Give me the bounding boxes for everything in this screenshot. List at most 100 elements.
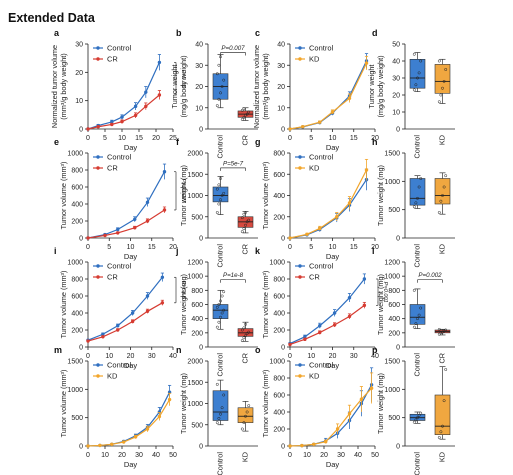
data-point — [120, 119, 124, 124]
data-point — [442, 399, 446, 403]
data-point — [215, 211, 219, 214]
series-line — [289, 278, 365, 345]
series-line — [87, 399, 171, 447]
data-point — [110, 120, 114, 124]
y-tick-label: 1500 — [384, 151, 400, 158]
data-point — [247, 330, 251, 334]
x-tick-label: 10 — [105, 353, 113, 360]
data-point — [417, 313, 421, 317]
data-point — [416, 317, 419, 321]
box — [434, 394, 451, 435]
group-label: KD — [438, 244, 447, 254]
y-tick-label: 10 — [392, 110, 400, 117]
y-tick-label: 1000 — [187, 193, 203, 200]
data-point — [240, 328, 244, 332]
data-point — [444, 174, 448, 178]
data-point — [414, 83, 418, 87]
data-point — [416, 196, 419, 200]
data-point — [444, 68, 448, 71]
x-tick-label: 50 — [371, 452, 379, 459]
data-point — [318, 324, 322, 328]
data-point — [86, 236, 90, 240]
legend-marker — [96, 275, 100, 279]
panel-c: c 0 10 20 30 40 Normalized tumor volume (mm³/g … — [252, 28, 379, 152]
data-point — [364, 61, 369, 65]
data-point — [442, 185, 446, 189]
data-point — [303, 335, 307, 339]
data-point — [101, 332, 105, 336]
y-axis-label: (mm³/g body weight) — [59, 53, 68, 120]
data-point — [439, 430, 443, 434]
x-axis-label: Day — [326, 143, 340, 152]
panel-label: m — [54, 345, 62, 355]
y-axis-label: (mg/g body weight) — [376, 55, 385, 117]
y-tick-label: 200 — [273, 427, 285, 434]
y-tick-label: 0 — [199, 236, 203, 243]
y-tick-label: 400 — [273, 311, 285, 318]
y-axis-label: Tumor volume (mm³) — [59, 271, 68, 339]
y-tick-label: 600 — [273, 393, 285, 400]
panel-d: d 0 10 20 30 40 50 Tumor weight (mg/g body weigh… — [367, 28, 455, 159]
group-label: Control — [216, 353, 225, 377]
y-axis-label: Normalized tumor volume — [50, 45, 59, 128]
data-point — [242, 227, 246, 231]
x-axis-label: Day — [326, 460, 340, 469]
y-tick-label: 200 — [273, 214, 285, 221]
y-tick-label: 0 — [281, 127, 285, 134]
data-point — [332, 311, 337, 315]
group-label: Control — [216, 452, 225, 475]
legend-marker — [298, 264, 302, 268]
data-point — [439, 331, 443, 335]
box — [212, 390, 229, 421]
y-axis-label: Tumor volume (mm³) — [261, 271, 270, 339]
y-axis-label: (mg/g body weight) — [179, 55, 188, 117]
panel-label: a — [54, 28, 60, 38]
data-point — [219, 412, 222, 416]
x-tick-label: 20 — [152, 135, 160, 142]
data-point — [364, 168, 369, 172]
p-value: P=0.001 — [382, 282, 388, 303]
y-tick-label: 1500 — [384, 359, 400, 366]
x-tick-label: 20 — [371, 135, 379, 142]
data-point — [215, 187, 219, 191]
panel-label: j — [175, 246, 179, 256]
data-point — [437, 59, 441, 63]
legend-label: Control — [309, 44, 334, 53]
data-point — [244, 223, 247, 227]
data-point — [220, 311, 224, 315]
data-point — [247, 218, 251, 222]
y-tick-label: 600 — [388, 302, 400, 309]
data-point — [130, 311, 135, 315]
legend-label: KD — [309, 55, 320, 64]
data-point — [220, 406, 224, 410]
data-point — [362, 277, 367, 281]
data-point — [86, 339, 90, 343]
data-point — [318, 120, 322, 124]
y-tick-label: 0 — [281, 444, 285, 451]
x-axis-label: Day — [326, 252, 340, 261]
y-tick-label: 1000 — [269, 359, 285, 366]
y-tick-label: 200 — [388, 330, 400, 337]
data-point — [133, 113, 138, 118]
y-tick-label: 1500 — [187, 172, 203, 179]
data-point — [244, 334, 247, 338]
data-point — [222, 393, 226, 397]
y-tick-label: 400 — [71, 202, 83, 209]
y-tick-label: 0 — [199, 127, 203, 134]
data-point — [222, 290, 226, 294]
group-label: KD — [241, 452, 250, 462]
data-point — [330, 110, 335, 114]
x-tick-label: 15 — [148, 244, 156, 251]
y-tick-label: 0 — [396, 236, 400, 243]
data-point — [160, 301, 165, 305]
x-tick-label: 20 — [320, 452, 328, 459]
series-line — [289, 304, 365, 346]
y-tick-label: 600 — [71, 185, 83, 192]
y-axis-label: Tumor weight (mg) — [179, 165, 188, 226]
y-tick-label: 1000 — [269, 260, 285, 267]
